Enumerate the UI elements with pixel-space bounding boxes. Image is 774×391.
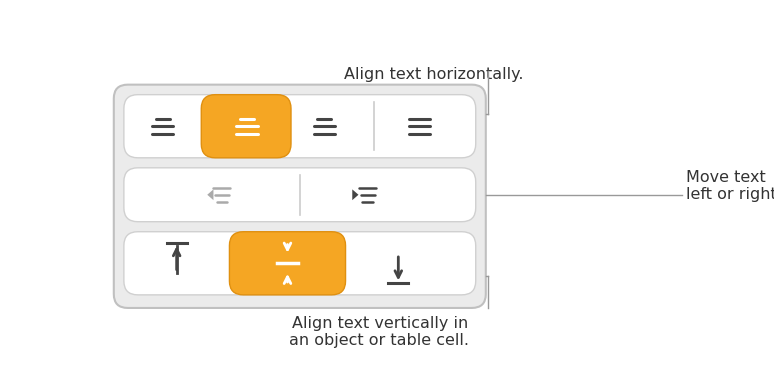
FancyBboxPatch shape: [124, 95, 476, 158]
FancyBboxPatch shape: [114, 84, 486, 308]
Polygon shape: [207, 189, 214, 200]
Text: Align text horizontally.: Align text horizontally.: [344, 67, 523, 82]
FancyBboxPatch shape: [229, 232, 345, 295]
FancyBboxPatch shape: [201, 95, 291, 158]
Text: Align text vertically in
an object or table cell.: Align text vertically in an object or ta…: [289, 316, 469, 348]
Text: Move text
left or right.: Move text left or right.: [686, 170, 774, 203]
Polygon shape: [352, 189, 358, 200]
FancyBboxPatch shape: [124, 168, 476, 222]
FancyBboxPatch shape: [124, 232, 476, 295]
